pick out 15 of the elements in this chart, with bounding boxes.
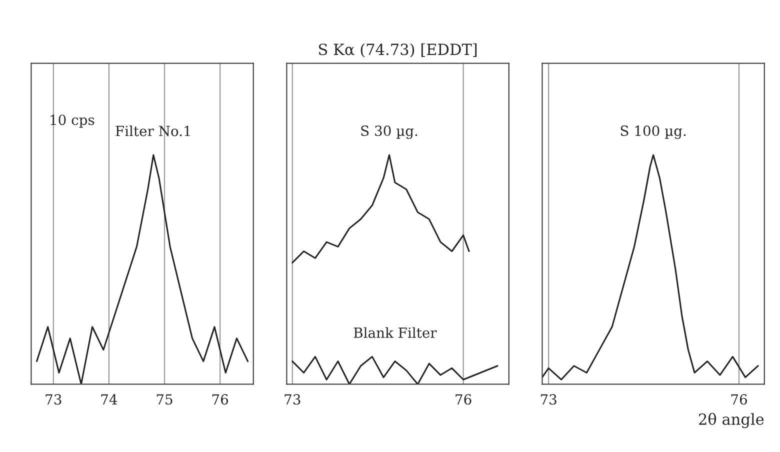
- chart-title: S Kα (74.73) [EDDT]: [318, 43, 477, 58]
- x-tick-label: 73: [46, 394, 62, 405]
- x-tick-label: 73: [540, 394, 556, 405]
- x-tick-label: 75: [156, 394, 172, 405]
- text: 10 cps: [50, 114, 94, 128]
- x-axis-title: 2θ angle: [699, 412, 764, 428]
- x-tick-label: 76: [731, 394, 747, 405]
- x-tick-label: 73: [284, 394, 300, 405]
- series-label: Blank Filter: [354, 327, 437, 338]
- x-tick-label: 74: [101, 394, 118, 404]
- x-tick-label: 76: [456, 394, 472, 405]
- series-label: Filter No.1: [116, 125, 190, 136]
- x-tick-label: 76: [212, 394, 228, 405]
- series-label: S 100 µg.: [620, 126, 686, 139]
- series-label: S 30 µg.: [361, 126, 418, 139]
